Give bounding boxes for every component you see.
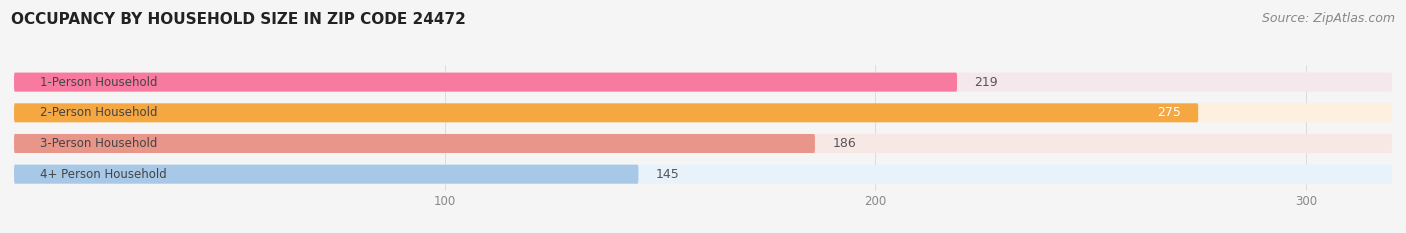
FancyBboxPatch shape [14, 165, 638, 184]
Text: Source: ZipAtlas.com: Source: ZipAtlas.com [1261, 12, 1395, 25]
Text: 186: 186 [832, 137, 856, 150]
FancyBboxPatch shape [14, 103, 1392, 122]
FancyBboxPatch shape [14, 134, 815, 153]
FancyBboxPatch shape [14, 73, 957, 92]
Text: OCCUPANCY BY HOUSEHOLD SIZE IN ZIP CODE 24472: OCCUPANCY BY HOUSEHOLD SIZE IN ZIP CODE … [11, 12, 467, 27]
Text: 4+ Person Household: 4+ Person Household [39, 168, 167, 181]
Text: 219: 219 [974, 76, 998, 89]
Text: 3-Person Household: 3-Person Household [39, 137, 157, 150]
Text: 2-Person Household: 2-Person Household [39, 106, 157, 119]
FancyBboxPatch shape [14, 134, 1392, 153]
FancyBboxPatch shape [14, 165, 1392, 184]
FancyBboxPatch shape [14, 73, 1392, 92]
Text: 1-Person Household: 1-Person Household [39, 76, 157, 89]
Text: 145: 145 [655, 168, 679, 181]
Text: 275: 275 [1157, 106, 1181, 119]
FancyBboxPatch shape [14, 103, 1198, 122]
